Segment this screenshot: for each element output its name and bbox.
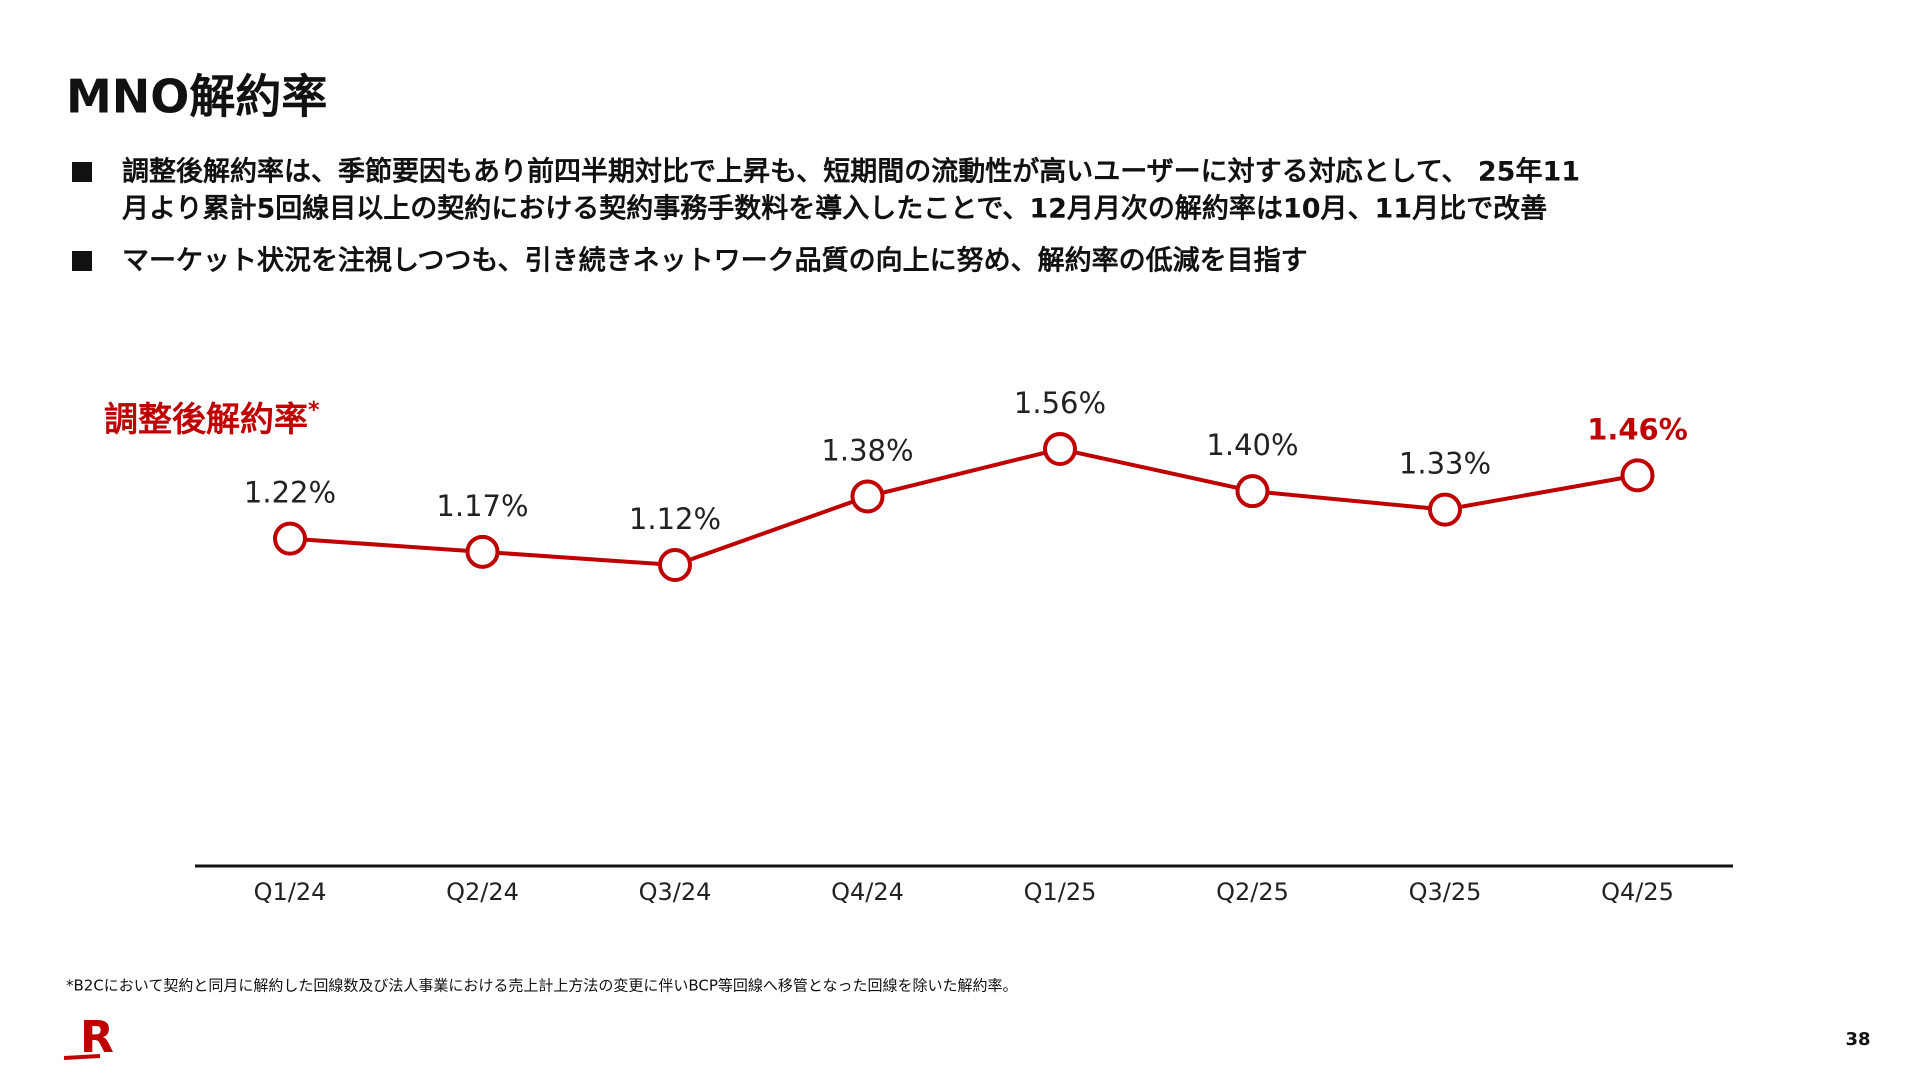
value-label: 1.40%: [1206, 428, 1298, 462]
x-tick-label: Q2/24: [446, 878, 519, 906]
value-label: 1.22%: [244, 476, 336, 510]
point: [1235, 474, 1270, 509]
x-tick-label: Q1/25: [1024, 878, 1097, 906]
x-tick-label: Q4/24: [831, 878, 904, 906]
x-tick-label: Q4/25: [1601, 878, 1674, 906]
chart-title-mark: *: [308, 398, 320, 423]
bullet-text: マーケット状況を注視しつつも、引き続きネットワーク品質の向上に努め、解約率の低減…: [122, 245, 1308, 277]
title: MNO解約率: [66, 70, 327, 124]
line: [289, 446, 1638, 568]
x-tick-label: Q3/24: [639, 878, 712, 906]
bullet-text: 月より累計5回線目以上の契約における契約事務手数料を導入したことで、12月月次の…: [121, 193, 1547, 225]
value-label: 1.12%: [629, 502, 721, 536]
bullet-text: 調整後解約率は、季節要因もあり前四半期対比で上昇も、短期間の流動性が高いユーザー…: [122, 156, 1580, 188]
value-label: 1.56%: [1014, 386, 1106, 420]
value-label: 1.17%: [436, 489, 528, 523]
point: [273, 521, 307, 556]
x-tick-label: Q2/25: [1216, 878, 1289, 906]
logo-underline: [63, 1054, 101, 1060]
point: [1043, 432, 1077, 466]
point: [1428, 492, 1462, 527]
x-tick-label: Q3/25: [1409, 878, 1482, 906]
bullet-square: [72, 162, 92, 182]
point: [465, 534, 500, 569]
bullet-square: [72, 251, 92, 271]
chart-title-text: 調整後解約率: [104, 400, 308, 440]
value-label: 1.38%: [821, 433, 913, 467]
chart-title: 調整後解約率*: [104, 398, 320, 440]
page-number: 38: [1845, 1029, 1870, 1050]
value-label: 1.46%: [1587, 412, 1688, 446]
value-label: 1.33%: [1399, 447, 1491, 481]
point: [850, 479, 885, 514]
x-tick-label: Q1/24: [254, 878, 327, 906]
point: [1620, 458, 1655, 493]
point: [658, 548, 692, 582]
footnote: *B2Cにおいて契約と同月に解約した回線数及び法人事業における売上計上方法の変更…: [66, 977, 1017, 995]
